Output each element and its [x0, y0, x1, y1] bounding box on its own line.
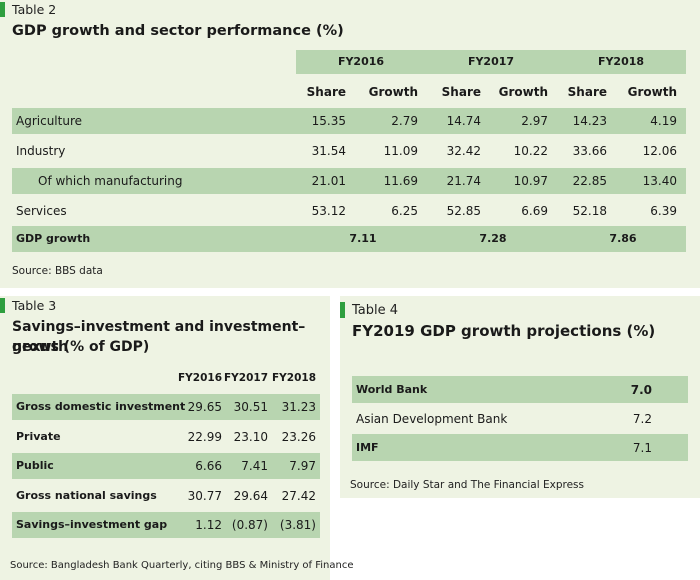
table-3-cell: 7.97 — [289, 459, 316, 473]
table-4-value: 7.0 — [630, 383, 652, 397]
table-3-cell: 30.51 — [233, 400, 268, 414]
table-2-row-label: Industry — [16, 144, 66, 158]
table-3-cell: 30.77 — [187, 489, 222, 503]
table-3-cell: 27.42 — [281, 489, 316, 503]
table-2-subhead: Growth — [627, 85, 677, 99]
table-2-cell: 52.85 — [446, 204, 481, 218]
table-2-cell: 11.69 — [383, 174, 418, 188]
table-3-cell: 29.64 — [233, 489, 268, 503]
table-2-subhead: Growth — [498, 85, 548, 99]
table-3-cell: 22.99 — [187, 430, 222, 444]
table-2-cell: 12.06 — [642, 144, 677, 158]
table-2-row-band — [12, 108, 686, 134]
table-4-row-band — [352, 376, 688, 403]
table-2-cell: 2.79 — [391, 114, 418, 128]
table-2-cell: 21.74 — [446, 174, 481, 188]
table-3-row-band — [12, 453, 320, 479]
table-2-year-header: FY2017 — [467, 55, 515, 68]
table-2-gdp-value: 7.28 — [479, 232, 507, 245]
table-3-panel: Table 3 Savings–investment and investmen… — [0, 296, 354, 580]
table-2-cell: 4.19 — [650, 114, 677, 128]
table-2-cell: 14.74 — [446, 114, 481, 128]
table-4-row-label: World Bank — [356, 383, 428, 396]
table-2-label: Table 2 — [12, 2, 57, 17]
table-2-cell: 2.97 — [521, 114, 548, 128]
table-2-cell: 10.97 — [513, 174, 548, 188]
table-2-source: Source: BBS data — [12, 265, 103, 277]
table-2-gdp-value: 7.11 — [349, 232, 377, 245]
table-3-cell: 31.23 — [281, 400, 316, 414]
table-2-row-label: Services — [16, 204, 67, 218]
table-3-cell: 7.41 — [241, 459, 268, 473]
table-2-year-header: FY2016 — [337, 55, 385, 68]
table-3-row-label: Gross national savings — [16, 489, 157, 502]
table-2-cell: 21.01 — [311, 174, 346, 188]
table-2-gdp-label: GDP growth — [16, 232, 91, 245]
table-3-year-header: FY2018 — [272, 372, 316, 384]
table-3-cell: 23.26 — [281, 430, 316, 444]
table-4-source: Source: Daily Star and The Financial Exp… — [350, 479, 584, 491]
table-3-cell: 23.10 — [233, 430, 268, 444]
table-2-accent-bar — [0, 2, 5, 17]
table-3-label: Table 3 — [12, 298, 57, 313]
table-3-cell: 29.65 — [187, 400, 222, 414]
table-2-cell: 31.54 — [311, 144, 346, 158]
table-2-cell: 22.85 — [572, 174, 607, 188]
table-2-row-band — [12, 168, 686, 194]
table-4-label: Table 4 — [352, 303, 399, 318]
table-3-accent-bar — [0, 298, 5, 313]
table-4-title: FY2019 GDP growth projections (%) — [352, 322, 656, 340]
table-3-row-label: Private — [16, 430, 61, 443]
table-3-year-header: FY2016 — [178, 372, 222, 384]
table-2-subhead: Share — [567, 85, 607, 99]
table-3-cell: (3.81) — [279, 518, 316, 532]
table-2-cell: 6.39 — [650, 204, 677, 218]
table-2-cell: 33.66 — [572, 144, 607, 158]
table-3-cell: 1.12 — [195, 518, 222, 532]
table-2-panel: Table 2 GDP growth and sector performanc… — [0, 0, 700, 288]
table-3-row-label: Savings–investment gap — [16, 518, 168, 531]
table-3-cell: (0.87) — [231, 518, 268, 532]
table-4-row-label: IMF — [356, 441, 379, 454]
table-2-cell: 11.09 — [383, 144, 418, 158]
table-2-cell: 13.40 — [642, 174, 677, 188]
table-4-value: 7.1 — [632, 441, 652, 455]
table-2-cell: 14.23 — [572, 114, 607, 128]
table-4-accent-bar — [340, 302, 345, 318]
table-2-subhead: Share — [306, 85, 346, 99]
table-2-title: GDP growth and sector performance (%) — [12, 23, 344, 39]
table-2-row-label: Of which manufacturing — [38, 174, 183, 188]
table-3-row-band — [12, 512, 320, 538]
table-4-panel: Table 4 FY2019 GDP growth projections (%… — [340, 296, 700, 498]
table-2-subhead: Share — [441, 85, 481, 99]
table-3-row-label: Public — [16, 459, 54, 472]
table-4-value: 7.2 — [632, 412, 652, 426]
table-3-title-line2: nexus (% of GDP) — [12, 339, 150, 355]
table-2-row-label: Agriculture — [16, 114, 82, 128]
table-2-cell: 53.12 — [311, 204, 346, 218]
table-2-cell: 10.22 — [513, 144, 548, 158]
table-2-cell: 32.42 — [446, 144, 481, 158]
table-4-row-band — [352, 434, 688, 461]
table-3-year-header: FY2017 — [224, 372, 268, 384]
table-3-row-label: Gross domestic investment — [16, 400, 186, 413]
table-2-cell: 6.25 — [391, 204, 418, 218]
table-3-row-band — [12, 394, 320, 420]
table-2-cell: 52.18 — [572, 204, 607, 218]
table-2-cell: 6.69 — [521, 204, 548, 218]
table-4-row-label: Asian Development Bank — [356, 412, 508, 426]
table-2-subhead: Growth — [368, 85, 418, 99]
table-2-year-header: FY2018 — [597, 55, 645, 68]
table-3-source: Source: Bangladesh Bank Quarterly, citin… — [10, 560, 354, 571]
table-2-cell: 15.35 — [311, 114, 346, 128]
table-2-gdp-band — [12, 226, 686, 252]
table-2-year-header-band — [296, 50, 686, 74]
table-2-gdp-value: 7.86 — [609, 232, 637, 245]
table-3-title-line1: Savings–investment and investment–growth — [12, 319, 306, 355]
table-3-cell: 6.66 — [195, 459, 222, 473]
